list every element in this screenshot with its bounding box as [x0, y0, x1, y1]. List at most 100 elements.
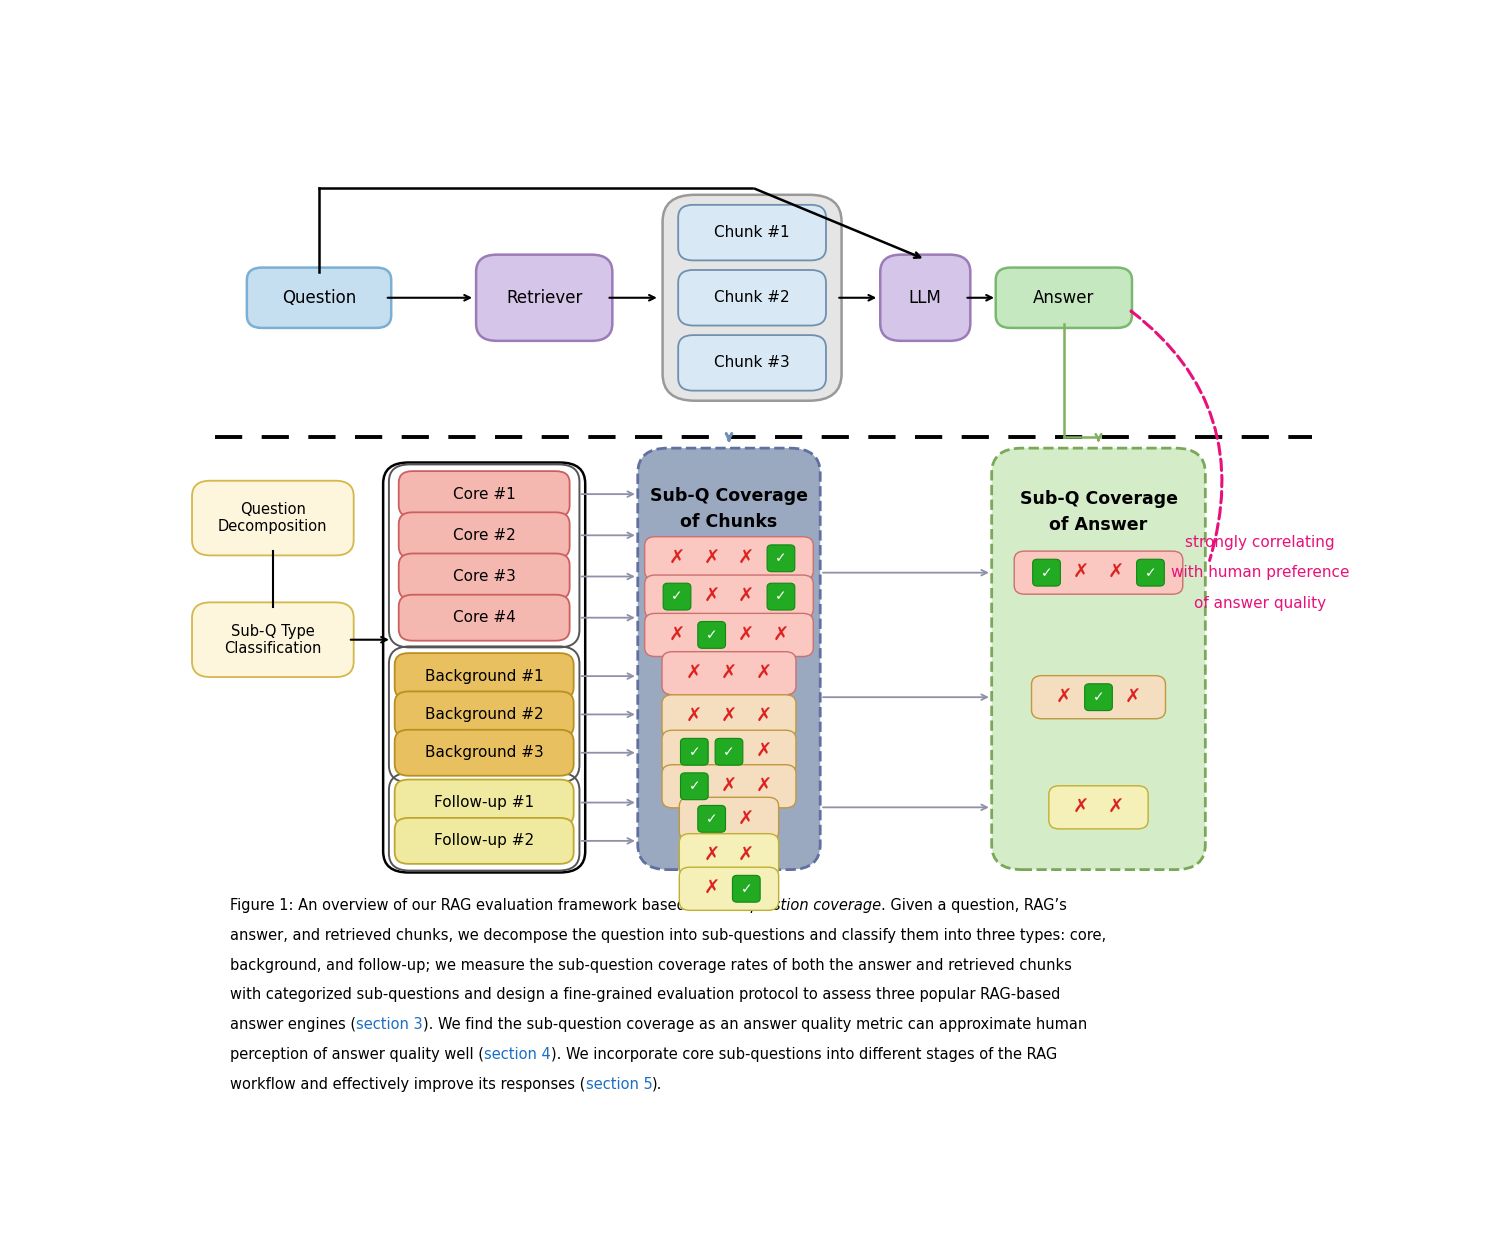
FancyBboxPatch shape: [192, 602, 353, 677]
FancyBboxPatch shape: [697, 622, 726, 648]
Text: ✗: ✗: [738, 549, 754, 567]
Text: ✗: ✗: [738, 846, 754, 865]
Text: with categorized sub-questions and design a fine-grained evaluation protocol to : with categorized sub-questions and desig…: [229, 988, 1061, 1003]
FancyBboxPatch shape: [477, 255, 612, 341]
Text: ).: ).: [653, 1076, 663, 1091]
Text: background, and follow-up; we measure the sub-question coverage rates of both th: background, and follow-up; we measure th…: [229, 958, 1071, 973]
Text: ✗: ✗: [1073, 564, 1089, 582]
Text: ✓: ✓: [688, 779, 700, 794]
Text: of answer quality: of answer quality: [1193, 596, 1326, 611]
Text: . Given a question, RAG’s: . Given a question, RAG’s: [881, 898, 1067, 913]
FancyBboxPatch shape: [715, 739, 744, 765]
Text: Sub-Q Coverage: Sub-Q Coverage: [1019, 490, 1177, 508]
Text: answer, and retrieved chunks, we decompose the question into sub-questions and c: answer, and retrieved chunks, we decompo…: [229, 928, 1106, 943]
FancyBboxPatch shape: [399, 554, 569, 600]
Text: answer engines (: answer engines (: [229, 1018, 356, 1033]
Text: Core #2: Core #2: [453, 527, 516, 542]
FancyBboxPatch shape: [678, 270, 825, 326]
FancyBboxPatch shape: [1031, 675, 1165, 719]
Text: Background #2: Background #2: [425, 707, 544, 722]
FancyBboxPatch shape: [395, 780, 574, 826]
Text: section 5: section 5: [586, 1076, 653, 1091]
Text: ✗: ✗: [703, 587, 720, 606]
FancyBboxPatch shape: [679, 833, 779, 877]
Text: ✗: ✗: [703, 880, 720, 898]
Text: ✗: ✗: [669, 549, 685, 567]
Text: ✗: ✗: [755, 776, 772, 796]
FancyBboxPatch shape: [1049, 786, 1149, 829]
Text: ✓: ✓: [706, 628, 718, 642]
Text: Question
Decomposition: Question Decomposition: [218, 501, 328, 534]
FancyBboxPatch shape: [638, 448, 820, 870]
Text: Follow-up #1: Follow-up #1: [434, 795, 535, 810]
Text: Answer: Answer: [1033, 289, 1095, 307]
Text: ✗: ✗: [703, 846, 720, 865]
FancyBboxPatch shape: [395, 653, 574, 699]
FancyArrowPatch shape: [1131, 311, 1222, 561]
Text: ✓: ✓: [723, 745, 735, 759]
FancyBboxPatch shape: [662, 730, 796, 774]
Text: of Chunks: of Chunks: [681, 513, 778, 531]
FancyBboxPatch shape: [697, 805, 726, 832]
Text: ✗: ✗: [721, 664, 738, 683]
Text: ✗: ✗: [1125, 688, 1141, 707]
Text: ✓: ✓: [1092, 690, 1104, 704]
Text: Chunk #2: Chunk #2: [714, 290, 790, 305]
Text: ✗: ✗: [721, 776, 738, 796]
FancyBboxPatch shape: [995, 267, 1132, 328]
Text: ✗: ✗: [738, 587, 754, 606]
Text: ✗: ✗: [1056, 688, 1071, 707]
Text: Follow-up #2: Follow-up #2: [434, 833, 535, 848]
Text: ✗: ✗: [738, 810, 754, 829]
FancyBboxPatch shape: [645, 613, 814, 657]
Text: Background #3: Background #3: [425, 745, 544, 760]
Text: workflow and effectively improve its responses (: workflow and effectively improve its res…: [229, 1076, 586, 1091]
Text: ✗: ✗: [687, 707, 702, 725]
FancyBboxPatch shape: [1033, 560, 1061, 586]
FancyBboxPatch shape: [399, 513, 569, 559]
Text: ✗: ✗: [755, 707, 772, 725]
Text: section 3: section 3: [356, 1018, 423, 1033]
FancyBboxPatch shape: [992, 448, 1205, 870]
FancyBboxPatch shape: [645, 575, 814, 618]
Text: ✓: ✓: [1040, 566, 1052, 580]
Text: Figure 1: An overview of our RAG evaluation framework based on: Figure 1: An overview of our RAG evaluat…: [229, 898, 714, 913]
Text: ✓: ✓: [706, 812, 718, 826]
Text: Background #1: Background #1: [425, 668, 544, 684]
Text: ✗: ✗: [1073, 797, 1089, 817]
FancyBboxPatch shape: [399, 471, 569, 518]
FancyBboxPatch shape: [395, 817, 574, 863]
Text: Chunk #3: Chunk #3: [714, 356, 790, 371]
Text: section 4: section 4: [484, 1046, 551, 1062]
Text: Core #3: Core #3: [453, 569, 516, 583]
Text: ✗: ✗: [703, 549, 720, 567]
FancyBboxPatch shape: [663, 195, 842, 401]
Text: ✓: ✓: [741, 882, 752, 896]
Text: Question: Question: [282, 289, 356, 307]
Text: ✗: ✗: [755, 664, 772, 683]
Text: ✗: ✗: [687, 664, 702, 683]
FancyBboxPatch shape: [679, 797, 779, 841]
FancyBboxPatch shape: [733, 876, 760, 902]
Text: Core #4: Core #4: [453, 611, 516, 626]
FancyBboxPatch shape: [395, 692, 574, 738]
Text: ✗: ✗: [755, 743, 772, 761]
FancyBboxPatch shape: [192, 480, 353, 555]
Text: ). We find the sub-question coverage as an answer quality metric can approximate: ). We find the sub-question coverage as …: [423, 1018, 1088, 1033]
Text: Sub-Q Type
Classification: Sub-Q Type Classification: [224, 623, 322, 656]
FancyBboxPatch shape: [679, 867, 779, 911]
FancyBboxPatch shape: [1137, 560, 1164, 586]
FancyBboxPatch shape: [247, 267, 392, 328]
Text: ✗: ✗: [1107, 564, 1123, 582]
FancyBboxPatch shape: [645, 536, 814, 580]
FancyBboxPatch shape: [678, 335, 825, 391]
Text: sub-question coverage: sub-question coverage: [714, 898, 881, 913]
FancyBboxPatch shape: [678, 205, 825, 260]
FancyBboxPatch shape: [881, 255, 970, 341]
Text: ✓: ✓: [670, 590, 682, 603]
Text: ✓: ✓: [775, 551, 787, 565]
Text: of Answer: of Answer: [1049, 516, 1147, 534]
FancyBboxPatch shape: [767, 583, 794, 610]
Text: with human preference: with human preference: [1171, 565, 1350, 580]
Text: ✓: ✓: [775, 590, 787, 603]
